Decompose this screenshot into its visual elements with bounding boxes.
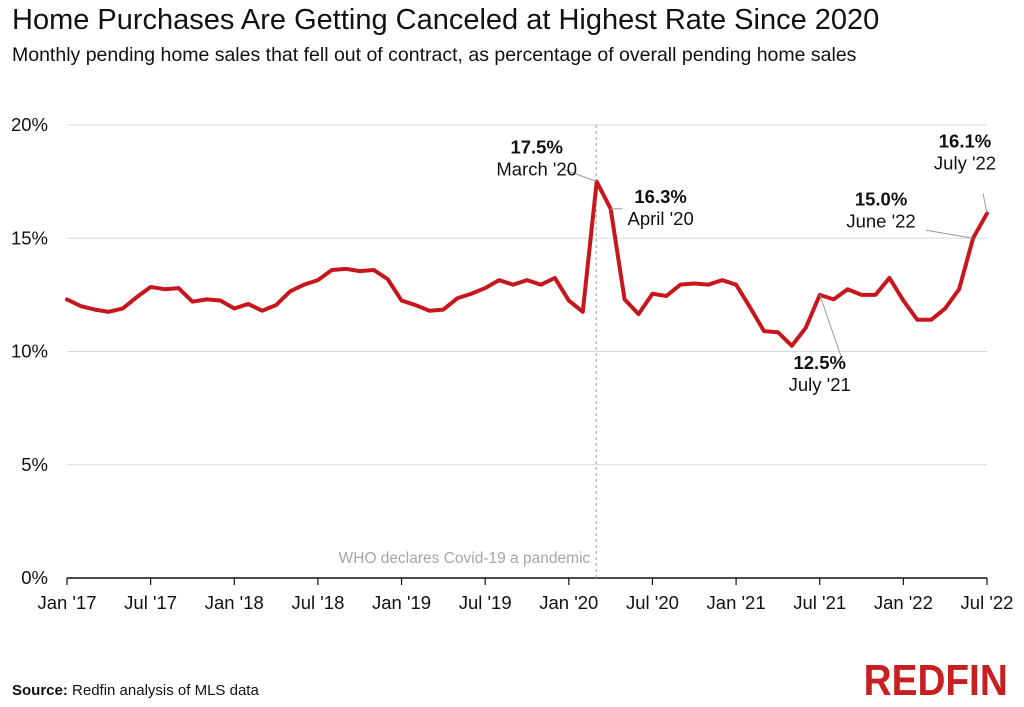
redfin-logo: REDFIN: [863, 656, 1008, 705]
x-tick-label: Jul '20: [626, 592, 679, 613]
annotation-value: 16.3%: [634, 186, 686, 207]
annotation-label: July '22: [934, 152, 996, 173]
y-tick-label: 20%: [11, 114, 48, 135]
y-axis-ticks: 0% 5% 10% 15% 20%: [11, 114, 48, 588]
x-tick-label: Jul '18: [291, 592, 344, 613]
annotation-label: July '21: [789, 374, 851, 395]
x-tick-label: Jul '17: [124, 592, 177, 613]
line-chart: 0% 5% 10% 15% 20% Jan '17 Jul '17 Jan '18 Jul '…: [11, 114, 1014, 613]
x-tick-label: Jan '19: [372, 592, 431, 613]
annotation-value: 15.0%: [855, 188, 907, 209]
source-note: Source: Redfin analysis of MLS data: [12, 682, 259, 699]
annotation-label: April '20: [628, 208, 694, 229]
annotation-value: 17.5%: [510, 137, 562, 158]
pandemic-label: WHO declares Covid-19 a pandemic: [339, 550, 591, 567]
x-tick-label: Jan '22: [874, 592, 933, 613]
annotation-value: 16.1%: [939, 130, 991, 151]
x-tick-label: Jan '21: [707, 592, 766, 613]
source-text: Redfin analysis of MLS data: [72, 682, 259, 699]
series: [65, 179, 989, 348]
annotation-leader: [982, 193, 988, 214]
chart-subtitle: Monthly pending home sales that fell out…: [12, 44, 857, 66]
series-line: [65, 179, 989, 348]
y-tick-label: 0%: [21, 567, 48, 588]
annotation-leader: [925, 229, 974, 239]
annotation-value: 12.5%: [793, 352, 845, 373]
annotation-leader: [561, 168, 597, 183]
x-axis: Jan '17 Jul '17 Jan '18 Jul '18 Jan '19 Jul '…: [37, 577, 1014, 613]
annotation-leader: [819, 294, 846, 368]
y-tick-label: 10%: [11, 341, 48, 362]
chart-title: Home Purchases Are Getting Canceled at H…: [12, 4, 880, 36]
x-tick-label: Jul '21: [793, 592, 846, 613]
x-tick-label: Jan '20: [539, 592, 598, 613]
x-tick-label: Jan '17: [37, 592, 96, 613]
pandemic-marker: WHO declares Covid-19 a pandemic: [339, 125, 597, 578]
y-tick-label: 15%: [11, 227, 48, 248]
y-tick-label: 5%: [21, 454, 48, 475]
annotation-label: June '22: [846, 210, 915, 231]
x-tick-label: Jul '22: [961, 592, 1014, 613]
annotation-label: March '20: [496, 159, 577, 180]
x-tick-label: Jan '18: [205, 592, 264, 613]
gridlines: [67, 124, 987, 466]
x-tick-label: Jul '19: [459, 592, 512, 613]
source-label: Source:: [12, 682, 68, 699]
